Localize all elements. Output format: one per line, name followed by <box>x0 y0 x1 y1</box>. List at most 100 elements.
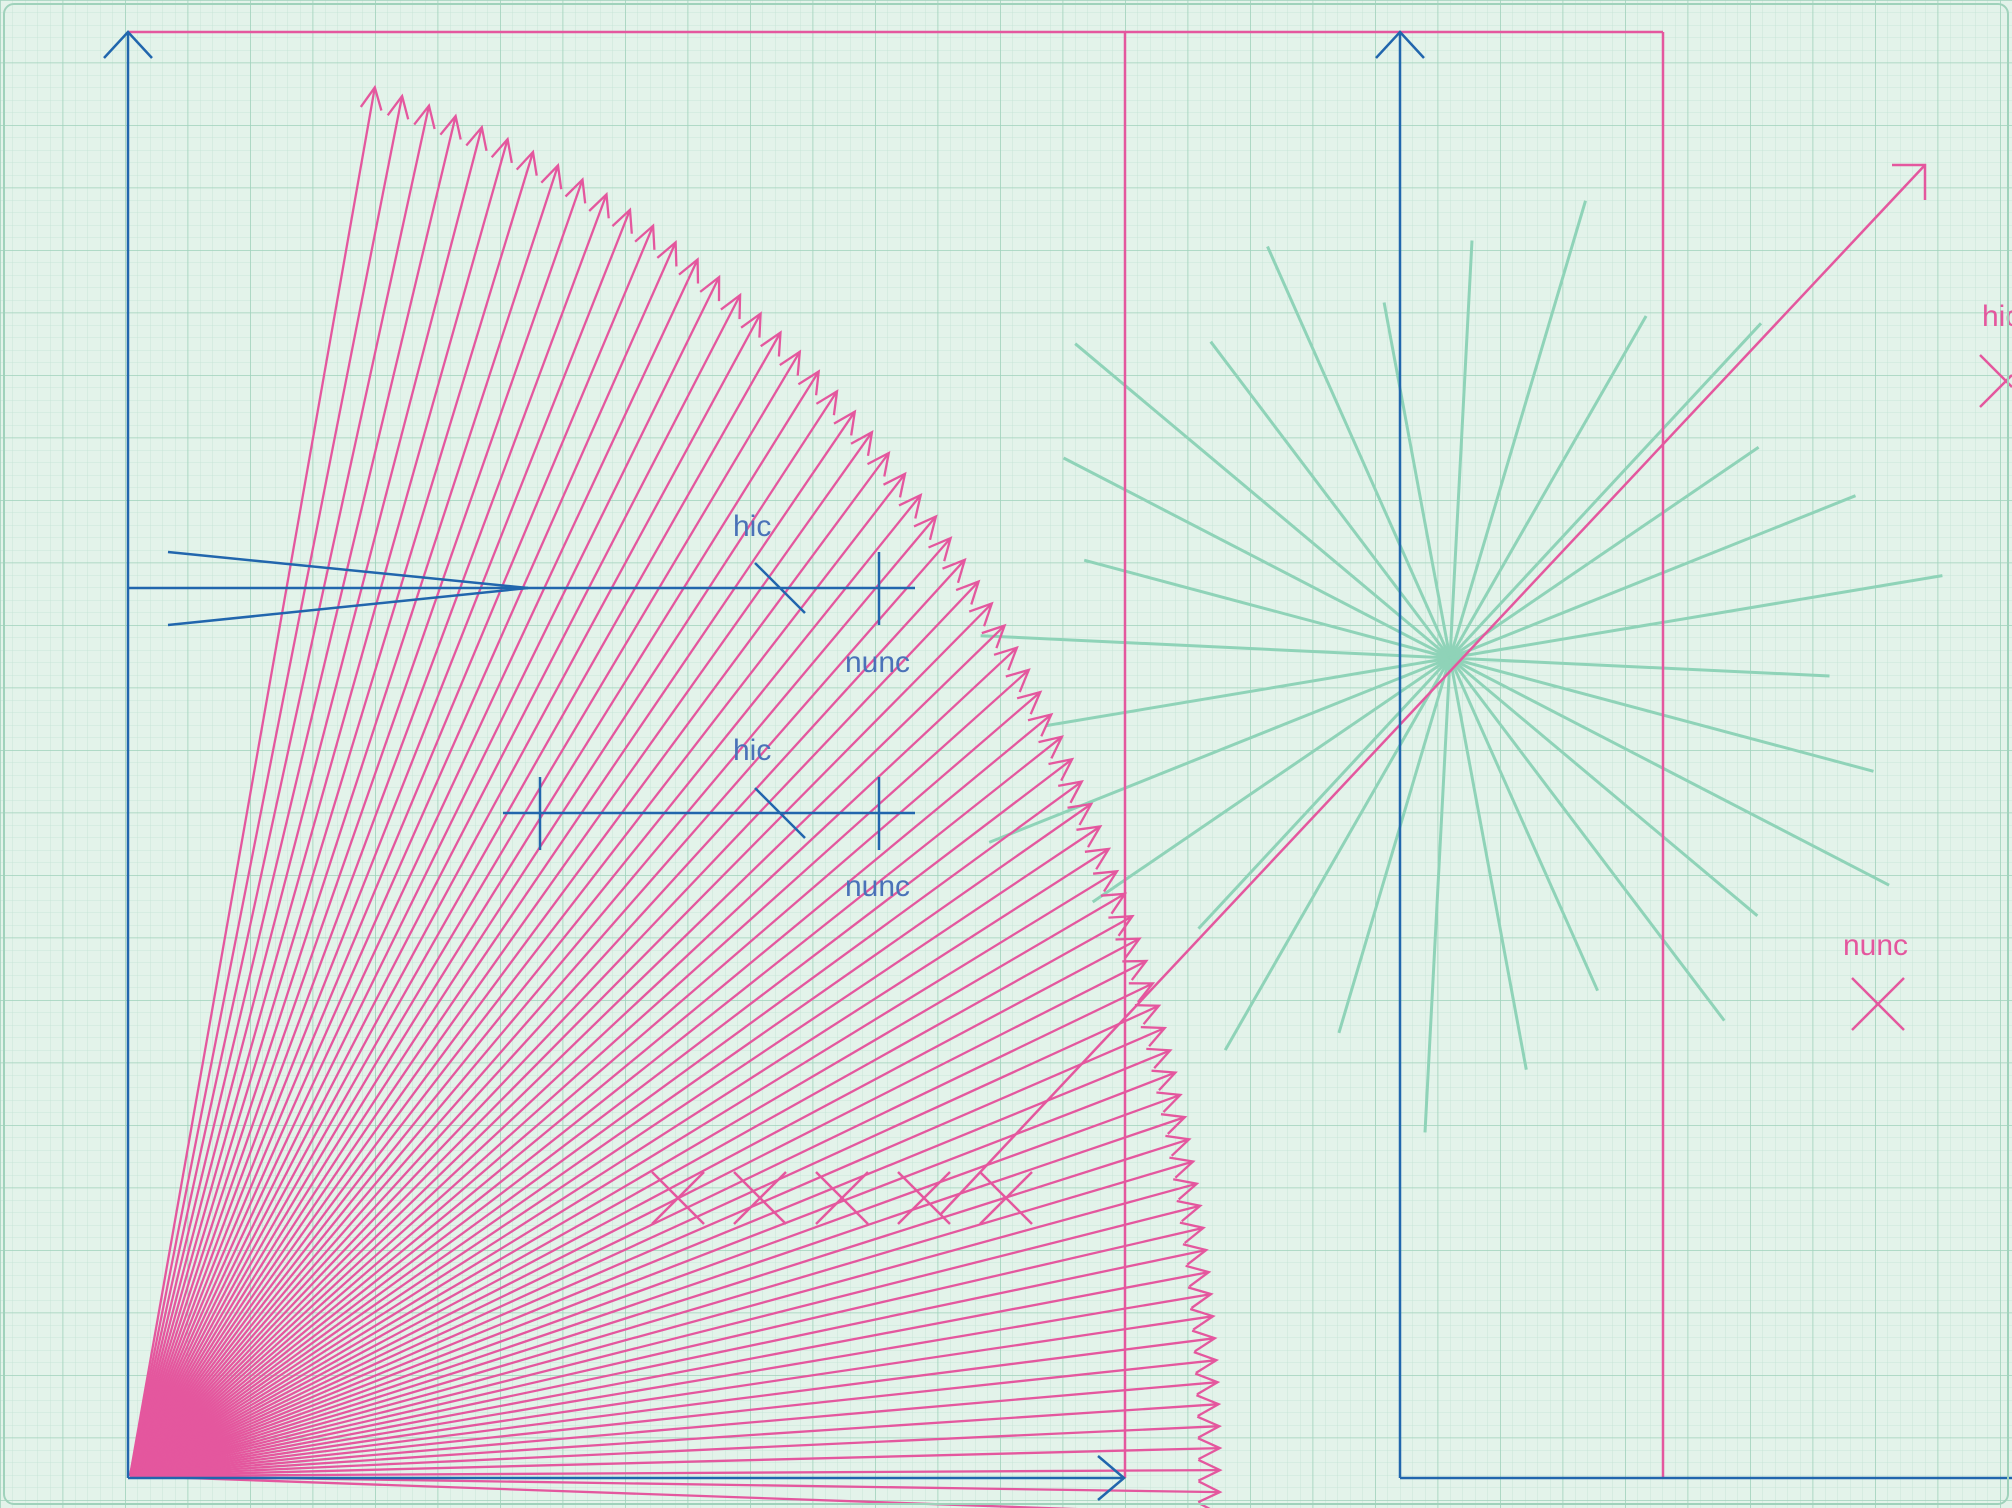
fan-ray <box>129 690 1043 1477</box>
fan-ray <box>129 1264 1212 1478</box>
blue-axes <box>103 30 2012 1501</box>
fan-ray <box>129 1113 1188 1478</box>
fan-ray <box>129 757 1075 1477</box>
fan-ray <box>129 802 1094 1477</box>
fan-ray <box>129 389 839 1477</box>
fan-ray <box>129 1199 1203 1478</box>
diagonal-arrow <box>939 163 1927 1216</box>
starburst-ray <box>1449 656 1759 917</box>
fan-ray <box>128 103 436 1477</box>
starburst-ray <box>1074 342 1451 660</box>
upper-marker-wedge-top <box>167 550 529 590</box>
starburst-ray <box>1448 322 1763 660</box>
fan-ray <box>129 1134 1192 1478</box>
starburst-ray <box>1337 657 1452 1034</box>
fan-ray <box>129 579 981 1477</box>
fan-ray <box>129 1156 1196 1478</box>
fan-ray <box>128 239 678 1477</box>
fan-ray <box>129 1286 1214 1478</box>
lower-marker-slash <box>754 787 806 839</box>
starburst-ray <box>1448 657 1528 1070</box>
fan-ray <box>129 1307 1216 1478</box>
starburst-ray <box>1223 657 1452 1051</box>
bottom-axis-arrowhead <box>1097 1455 1126 1501</box>
upper-marker-slash <box>754 562 806 614</box>
upper-marker-bottom-label: nunc <box>845 646 910 679</box>
fan-ray <box>129 601 994 1477</box>
right-axis-arrowhead <box>1375 30 1425 59</box>
fan-ray <box>129 780 1084 1477</box>
fan-ray <box>129 330 782 1477</box>
fan-ray <box>129 982 1156 1478</box>
starburst-ray <box>1045 656 1451 728</box>
fan-ray <box>129 514 938 1477</box>
fan-ray <box>129 1329 1218 1478</box>
starburst-ray <box>1449 574 1943 660</box>
upper-marker <box>128 550 915 627</box>
fan-ray <box>129 847 1112 1477</box>
fan-ray <box>129 914 1135 1478</box>
fan-ray <box>128 124 488 1477</box>
fan-ray <box>129 450 891 1477</box>
fan-ray <box>129 1351 1220 1478</box>
nunc-cross-stroke-b <box>1851 977 1905 1031</box>
fan-ray <box>128 311 762 1477</box>
fan-ray <box>129 937 1142 1478</box>
right-markers <box>1851 354 2012 1031</box>
starburst-ray <box>1449 656 1890 887</box>
fan-ray <box>129 471 907 1477</box>
fan-ray <box>129 735 1064 1477</box>
diagonal-arrow-shaft <box>939 164 1926 1216</box>
left-axis-arrowhead <box>103 30 153 59</box>
fan-ray <box>129 959 1149 1478</box>
cross-mark <box>815 1171 869 1225</box>
fan-ray <box>129 369 821 1477</box>
upper-marker-top-label: hic <box>733 510 771 543</box>
starburst-ray <box>1091 656 1451 904</box>
fan-ray <box>129 1458 1223 1482</box>
lower-marker-top-label: hic <box>733 734 771 767</box>
pink-frame <box>128 30 1665 1478</box>
lower-marker-bottom-label: nunc <box>845 870 910 903</box>
fan-ray <box>129 892 1128 1477</box>
fan-ray <box>128 149 538 1477</box>
fan-ray <box>128 292 742 1477</box>
starburst-ray <box>1197 656 1452 930</box>
fan-ray <box>129 1372 1221 1478</box>
fan-ray <box>129 869 1120 1477</box>
diagonal-arrowhead <box>1892 163 1927 200</box>
fan-ray <box>129 1004 1162 1478</box>
starburst-ray <box>1448 240 1474 659</box>
starburst-ray <box>1448 657 1599 992</box>
fan-ray <box>129 1221 1206 1478</box>
cross-mark <box>979 1171 1033 1225</box>
starburst-ray <box>980 634 1451 660</box>
fan-ray <box>129 712 1054 1477</box>
fan-ray <box>128 177 587 1477</box>
cross-row <box>651 1171 1033 1225</box>
fan-ray <box>129 536 953 1477</box>
fan-ray <box>129 349 802 1477</box>
starburst <box>980 200 1943 1133</box>
fan-ray <box>129 430 874 1477</box>
cross-mark <box>733 1171 787 1225</box>
fan-ray <box>129 825 1103 1477</box>
fan-ray <box>128 223 656 1477</box>
starburst-ray <box>1083 558 1451 660</box>
fan-ray <box>129 1091 1183 1478</box>
starburst-ray <box>1448 315 1648 659</box>
starburst-ray <box>1266 245 1452 659</box>
fan-ray <box>129 1025 1168 1478</box>
fan-ray <box>128 191 610 1477</box>
fan-ray <box>128 274 721 1477</box>
fan-ray <box>129 1243 1209 1478</box>
right-side-bottom-label: nunc <box>1843 929 1908 962</box>
fan-ray <box>129 1394 1222 1478</box>
fan-ray <box>128 93 410 1477</box>
cross-mark <box>897 1171 951 1225</box>
starburst-ray <box>1382 302 1452 659</box>
fan-ray <box>129 645 1019 1477</box>
starburst-ray <box>1209 340 1452 659</box>
